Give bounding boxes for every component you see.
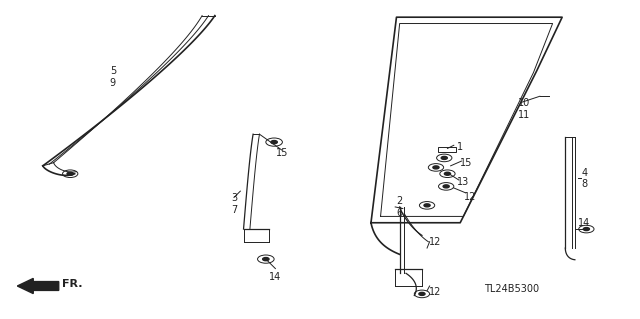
Text: 10
11: 10 11 [518, 98, 530, 120]
Text: 5
9: 5 9 [110, 66, 116, 88]
Text: 1: 1 [457, 142, 463, 152]
Circle shape [444, 172, 451, 175]
FancyBboxPatch shape [438, 146, 456, 152]
Circle shape [262, 257, 269, 261]
Circle shape [443, 185, 449, 188]
Circle shape [424, 204, 430, 207]
Text: 2
6: 2 6 [397, 196, 403, 218]
Text: 12: 12 [429, 237, 441, 247]
Circle shape [433, 166, 439, 169]
Text: 14: 14 [579, 218, 591, 228]
Text: 13: 13 [457, 177, 470, 187]
Text: 15: 15 [276, 148, 288, 158]
Text: 14: 14 [269, 271, 282, 281]
Text: 4
8: 4 8 [581, 168, 588, 189]
Text: 3
7: 3 7 [231, 193, 237, 215]
Text: 15: 15 [460, 158, 473, 168]
Text: 12: 12 [429, 287, 441, 297]
Text: FR.: FR. [62, 279, 83, 289]
Circle shape [271, 141, 277, 144]
Circle shape [441, 156, 447, 160]
Text: 12: 12 [463, 192, 476, 203]
Circle shape [419, 293, 425, 295]
FancyArrow shape [17, 278, 59, 293]
Circle shape [583, 227, 589, 231]
Circle shape [67, 172, 74, 175]
Text: TL24B5300: TL24B5300 [484, 284, 539, 294]
